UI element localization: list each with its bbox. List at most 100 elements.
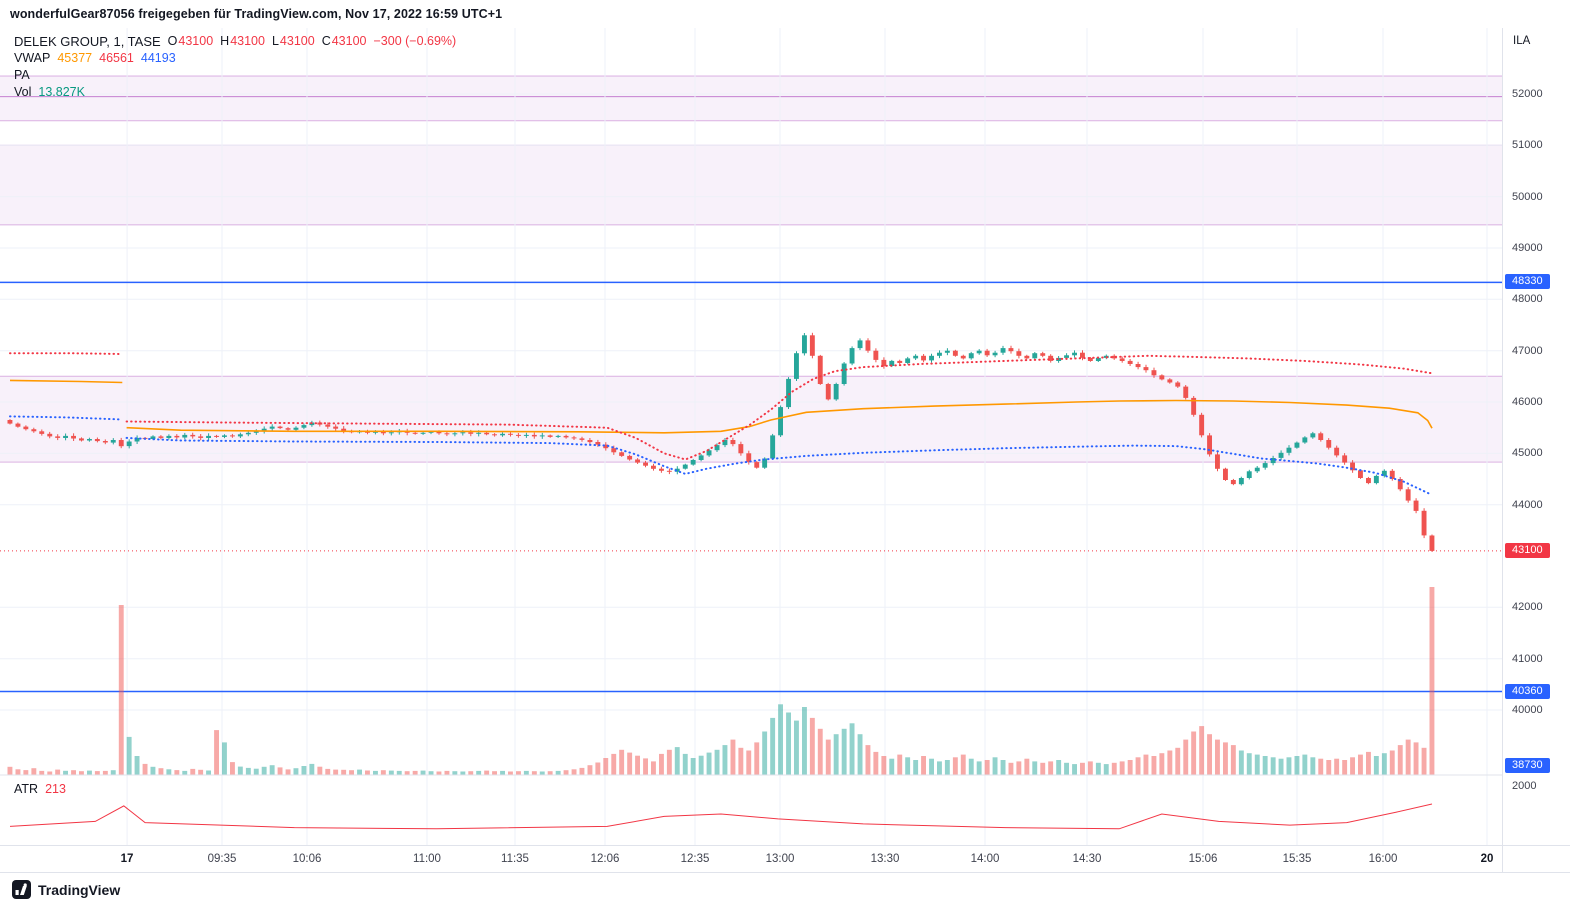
candle	[444, 433, 450, 435]
candle	[666, 470, 672, 472]
candle	[460, 432, 466, 434]
volume-bar	[1215, 739, 1220, 775]
candle	[23, 426, 29, 430]
volume-bar	[873, 751, 879, 775]
volume-bar	[277, 767, 283, 775]
candle	[1207, 435, 1212, 455]
volume-bar	[245, 767, 251, 775]
volume-bar	[1294, 756, 1300, 775]
tradingview-logo-icon[interactable]	[12, 880, 31, 899]
candle	[976, 350, 982, 354]
candle	[1064, 355, 1069, 358]
footer: TradingView	[0, 873, 1570, 907]
price-axis-label: 52000	[1512, 88, 1543, 100]
candle	[1358, 470, 1363, 478]
time-axis[interactable]: 17 09:35 10:06 11:00 11:35 12:06 12:35 13:00 13:…	[0, 846, 1502, 872]
candle	[833, 384, 839, 400]
tradingview-wordmark[interactable]: TradingView	[38, 882, 121, 898]
candle	[277, 426, 283, 429]
volume-bar	[1159, 753, 1165, 775]
candle	[579, 438, 585, 440]
volume-bar	[436, 771, 442, 775]
volume-bar	[317, 766, 323, 775]
candle	[706, 450, 712, 456]
volume-bar	[635, 755, 640, 775]
candle	[865, 340, 871, 351]
candle	[539, 435, 545, 437]
candle	[992, 352, 998, 356]
volume-bar	[706, 752, 712, 775]
candle	[293, 427, 299, 430]
volume-bar	[897, 754, 903, 775]
candle	[1246, 471, 1252, 478]
volume-bar	[643, 758, 648, 775]
vwap-upper-band-line	[9, 352, 124, 355]
candle	[944, 350, 950, 353]
pa-indicator-label[interactable]: PA	[14, 68, 30, 82]
candle	[984, 350, 990, 356]
candle	[134, 437, 140, 442]
volume-bar	[333, 769, 339, 775]
price-axis-label: 51000	[1512, 139, 1543, 151]
candle	[476, 432, 482, 434]
candle	[253, 431, 259, 433]
volume-bar	[1207, 734, 1212, 775]
vwap-lower-value: 44193	[140, 51, 176, 65]
volume-bar	[1366, 751, 1371, 775]
atr-legend: ATR 213	[14, 782, 66, 796]
volume-bar	[158, 768, 164, 775]
candle	[1191, 397, 1197, 415]
time-axis-border	[0, 845, 1570, 846]
volume-bar	[817, 728, 823, 775]
volume-bar	[1095, 762, 1101, 775]
price-axis[interactable]: ILA 52000 51000 50000 49000 48000 47000 46000 4…	[1503, 0, 1570, 845]
ohlc-close: C 43100	[321, 34, 367, 48]
candle	[1095, 357, 1101, 361]
candle	[1278, 452, 1284, 458]
candle	[206, 435, 211, 438]
volume-label[interactable]: Vol	[14, 85, 32, 99]
volume-bar	[754, 742, 760, 775]
volume-bar	[881, 756, 887, 775]
volume-bar	[809, 717, 815, 775]
time-axis-label: 11:00	[413, 853, 441, 865]
time-axis-label: 09:35	[207, 853, 237, 865]
volume-bar	[1230, 745, 1236, 775]
candle	[651, 465, 656, 469]
atr-indicator-line	[9, 803, 1433, 830]
volume-bar	[420, 770, 426, 775]
volume-bar	[730, 739, 736, 775]
volume-bar	[1032, 761, 1038, 775]
atr-label[interactable]: ATR	[14, 782, 39, 796]
volume-bar	[1016, 761, 1022, 775]
candle	[921, 355, 926, 361]
candle	[1342, 455, 1348, 463]
volume-bar	[1175, 747, 1181, 775]
volume-bar	[929, 758, 934, 775]
candle	[738, 444, 744, 454]
volume-bar	[762, 731, 768, 775]
vwap-lower-band-line	[125, 436, 1433, 496]
candle	[333, 426, 339, 429]
candle	[182, 434, 188, 438]
volume-bar	[523, 770, 529, 775]
chart-canvas[interactable]	[0, 0, 1502, 845]
volume-bar	[373, 770, 378, 775]
volume-bar	[1064, 762, 1069, 775]
candle	[428, 431, 434, 433]
time-axis-label: 16:00	[1368, 853, 1398, 865]
vwap-label[interactable]: VWAP	[14, 51, 51, 65]
volume-bar	[1238, 750, 1244, 775]
volume-bar	[301, 766, 307, 775]
price-axis-label: 50000	[1512, 191, 1543, 203]
volume-bar	[984, 760, 990, 775]
symbol-title[interactable]: DELEK GROUP, 1, TASE	[14, 33, 161, 49]
candle	[770, 435, 776, 459]
candle	[897, 360, 903, 363]
volume-bar	[166, 769, 172, 775]
volume-bar	[1397, 745, 1403, 775]
volume-bar	[79, 771, 84, 775]
legend-row-volume: Vol 13.827K	[14, 85, 456, 99]
volume-bar	[1350, 757, 1355, 775]
time-axis-label: 11:35	[501, 853, 529, 865]
